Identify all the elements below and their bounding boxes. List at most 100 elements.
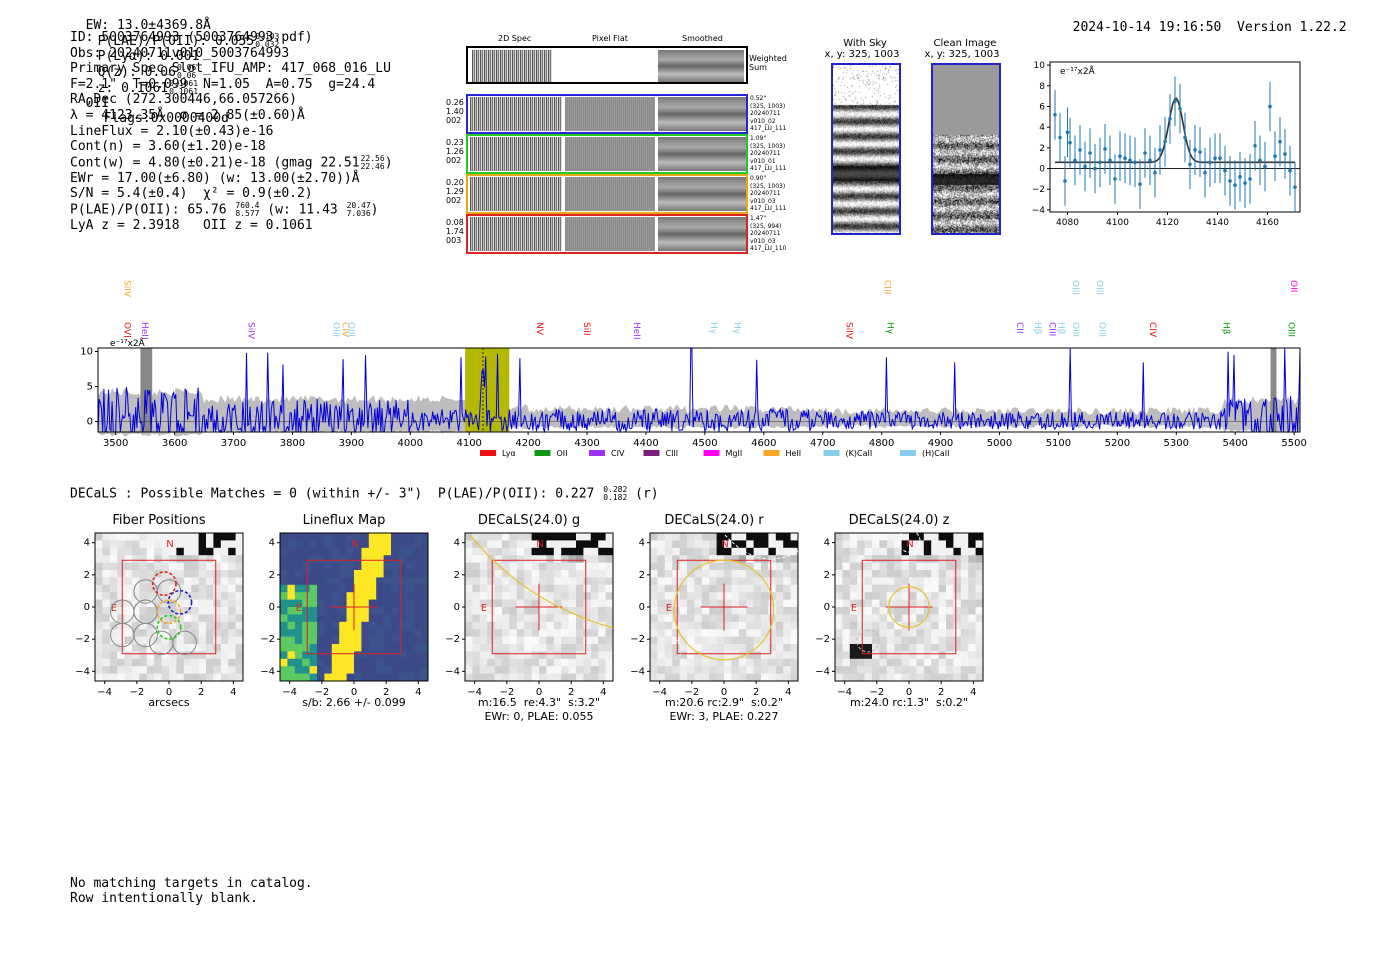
decals-pixel bbox=[502, 629, 510, 637]
decals-pixel bbox=[354, 599, 362, 608]
decals-pixel bbox=[191, 651, 199, 660]
decals-pixel bbox=[849, 584, 858, 593]
decals-pixel bbox=[694, 644, 703, 652]
decals-pixel bbox=[117, 570, 125, 578]
decals-pixel bbox=[161, 607, 170, 615]
decals-pixel bbox=[324, 644, 333, 652]
decals-pixel bbox=[694, 607, 703, 615]
decals-pixel bbox=[117, 577, 125, 586]
decals-pixel bbox=[494, 636, 503, 645]
decals-pixel bbox=[354, 644, 362, 652]
decals-pixel bbox=[405, 644, 414, 652]
decals-pixel bbox=[916, 651, 925, 660]
decals-pixel bbox=[968, 577, 976, 586]
decals-pixel bbox=[657, 547, 666, 556]
decals-pixel bbox=[650, 607, 658, 615]
decals-pixel bbox=[946, 592, 954, 600]
decals-pixel bbox=[479, 629, 488, 637]
decals-pixel bbox=[509, 607, 518, 615]
decals-pixel bbox=[761, 629, 769, 637]
decals-pixel bbox=[361, 621, 370, 630]
decals-pixel bbox=[213, 592, 222, 600]
decals-pixel bbox=[479, 621, 488, 630]
decals-pixel bbox=[124, 555, 133, 563]
decals-pixel bbox=[775, 570, 784, 578]
z-value: z: 0.1061 bbox=[97, 80, 169, 96]
decals-pixel bbox=[413, 666, 421, 674]
decals-pixel bbox=[664, 592, 673, 600]
decals-pixel bbox=[598, 592, 606, 600]
decals-pixel bbox=[657, 570, 666, 578]
decals-pixel bbox=[679, 614, 688, 623]
decals-pixel bbox=[864, 651, 873, 660]
decals-pixel bbox=[709, 570, 717, 578]
decals-pixel bbox=[146, 547, 155, 556]
decals-pixel bbox=[398, 577, 407, 586]
decals-pixel bbox=[294, 673, 303, 682]
decals-pixel bbox=[465, 577, 473, 586]
decals-pixel bbox=[650, 570, 658, 578]
decals-pixel bbox=[738, 644, 747, 652]
decals-pixel bbox=[909, 607, 917, 615]
decals-pixel bbox=[835, 666, 843, 674]
decals-pixel bbox=[768, 651, 777, 660]
decals-pixel bbox=[709, 651, 717, 660]
decals-pixel bbox=[531, 629, 540, 637]
decals-pixel bbox=[650, 651, 658, 660]
decals-pixel bbox=[109, 673, 118, 682]
decals-pixel bbox=[346, 555, 355, 563]
decals-pixel bbox=[975, 570, 984, 578]
decals-pixel bbox=[309, 547, 318, 556]
decals-pixel bbox=[553, 621, 562, 630]
decals-pixel bbox=[509, 644, 518, 652]
decals-pixel bbox=[864, 644, 873, 652]
decals-pixel bbox=[590, 607, 599, 615]
decals-pixel bbox=[472, 555, 481, 563]
decals-pixel bbox=[324, 599, 333, 608]
decals-pixel bbox=[583, 614, 592, 623]
decals-pixel bbox=[139, 577, 148, 586]
decals-pixel bbox=[576, 666, 584, 674]
decals-pixel bbox=[146, 555, 155, 563]
decals-pixel bbox=[95, 614, 103, 623]
decals-pixel bbox=[413, 555, 421, 563]
decals-pixel bbox=[102, 570, 111, 578]
decals-pixel bbox=[753, 592, 762, 600]
decals-pixel bbox=[287, 666, 296, 674]
decals-pixel bbox=[835, 555, 843, 563]
decals-pixel bbox=[568, 533, 577, 541]
decals-pixel bbox=[161, 570, 170, 578]
decals-pixel bbox=[946, 540, 954, 549]
col-2d-spec: 2D Spec bbox=[498, 34, 532, 43]
decals-pixel bbox=[294, 555, 303, 563]
decals-pixel bbox=[531, 570, 540, 578]
fit-data-point bbox=[1083, 164, 1087, 169]
decals-pixel bbox=[213, 584, 222, 593]
decals-pixel bbox=[886, 666, 895, 674]
decals-pixel bbox=[894, 555, 902, 563]
fiber-2d-spec bbox=[470, 97, 562, 131]
decals-pixel bbox=[516, 636, 525, 645]
decals-pixel bbox=[183, 599, 192, 608]
decals-pixel bbox=[694, 584, 703, 593]
fit-data-point bbox=[1133, 160, 1137, 165]
decals-pixel bbox=[731, 666, 740, 674]
fit-data-point bbox=[1178, 106, 1182, 111]
decals-pixel bbox=[842, 636, 851, 645]
decals-pixel bbox=[132, 658, 140, 667]
decals-pixel bbox=[294, 577, 303, 586]
decals-pixel bbox=[931, 636, 939, 645]
decals-pixel bbox=[191, 636, 199, 645]
decals-pixel bbox=[391, 533, 399, 541]
fiber-left-label: 1.29 bbox=[446, 187, 464, 196]
decals-pixel bbox=[509, 614, 518, 623]
decals-pixel bbox=[672, 540, 680, 549]
decals-pixel bbox=[790, 658, 799, 667]
decals-pixel bbox=[383, 577, 392, 586]
fit-data-point bbox=[1093, 166, 1097, 171]
spectrum-xtick-label: 3900 bbox=[339, 438, 364, 449]
decals-pixel bbox=[546, 562, 555, 571]
decals-pixel bbox=[650, 636, 658, 645]
decals-pixel bbox=[169, 592, 177, 600]
